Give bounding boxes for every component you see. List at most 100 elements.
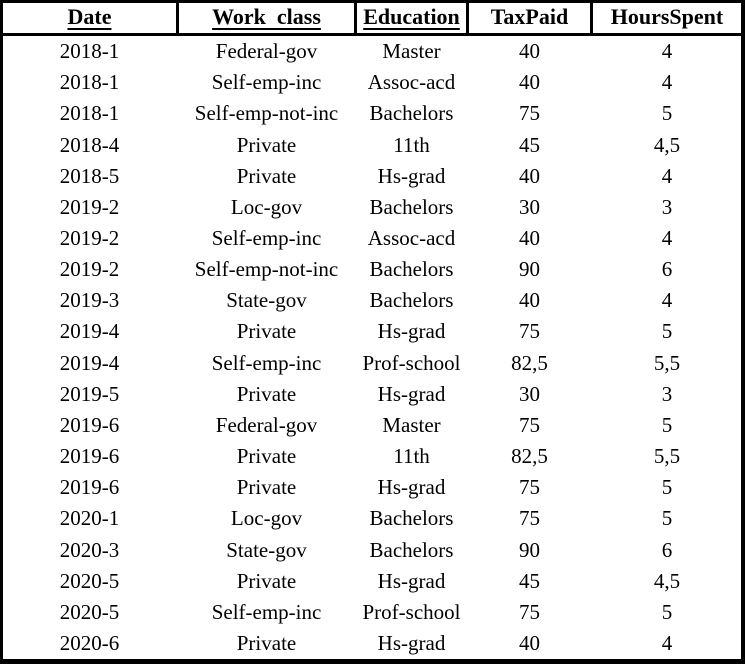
cell-taxpaid: 40 [519, 70, 540, 95]
table-row: 2018-1 Self-emp-not-inc Bachelors 75 5 [3, 98, 741, 129]
cell-education: Assoc-acd [367, 70, 456, 95]
cell-date: 2020-6 [59, 631, 120, 656]
cell-education: Bachelors [369, 288, 454, 313]
cell-education: Master [382, 412, 441, 437]
cell-date: 2020-5 [59, 568, 120, 593]
cell-date: 2019-2 [59, 257, 120, 282]
cell-education: Hs-grad [377, 631, 446, 656]
cell-date: 2019-5 [59, 381, 120, 406]
cell-date: 2018-4 [59, 132, 120, 157]
table-row: 2020-3 State-gov Bachelors 90 6 [3, 535, 741, 566]
cell-education: Bachelors [369, 257, 454, 282]
cell-education: Hs-grad [377, 163, 446, 188]
cell-date: 2020-3 [59, 537, 120, 562]
cell-education: Hs-grad [377, 381, 446, 406]
cell-hoursspent: 6 [661, 257, 673, 282]
cell-taxpaid: 40 [519, 163, 540, 188]
header-label-hoursspent: HoursSpent [610, 4, 724, 29]
cell-taxpaid: 90 [519, 537, 540, 562]
cell-work-class: Private [236, 631, 297, 656]
table-row: 2018-1 Self-emp-inc Assoc-acd 40 4 [3, 67, 741, 98]
cell-date: 2019-4 [59, 350, 120, 375]
cell-taxpaid: 75 [519, 599, 540, 624]
cell-date: 2018-1 [59, 39, 120, 64]
cell-taxpaid: 90 [519, 257, 540, 282]
cell-work-class: Loc-gov [230, 194, 303, 219]
header-label-education: Education [363, 4, 460, 29]
header-cell-hoursspent: HoursSpent [593, 3, 741, 33]
cell-taxpaid: 75 [519, 506, 540, 531]
cell-hoursspent: 5,5 [653, 350, 681, 375]
cell-education: Assoc-acd [367, 226, 456, 251]
cell-education: Bachelors [369, 537, 454, 562]
table-row: 2019-4 Private Hs-grad 75 5 [3, 316, 741, 347]
cell-hoursspent: 6 [661, 537, 673, 562]
table-row: 2019-2 Loc-gov Bachelors 30 3 [3, 192, 741, 223]
table-row: 2020-5 Private Hs-grad 45 4,5 [3, 566, 741, 597]
cell-education: 11th [393, 132, 430, 157]
cell-date: 2019-3 [59, 288, 120, 313]
cell-education: Prof-school [362, 350, 461, 375]
header-cell-work-class: Work class [179, 3, 357, 33]
cell-work-class: Private [236, 319, 297, 344]
cell-work-class: Private [236, 163, 297, 188]
cell-education: Master [382, 39, 441, 64]
cell-work-class: Self-emp-inc [211, 599, 322, 624]
cell-education: Bachelors [369, 101, 454, 126]
header-label-taxpaid: TaxPaid [490, 4, 569, 29]
cell-date: 2019-6 [59, 412, 120, 437]
cell-taxpaid: 40 [519, 226, 540, 251]
cell-work-class: Federal-gov [215, 39, 318, 64]
cell-date: 2019-2 [59, 226, 120, 251]
header-cell-education: Education [357, 3, 469, 33]
cell-work-class: Private [236, 475, 297, 500]
table-body: 2018-1 Federal-gov Master 40 4 2018-1 Se… [3, 36, 741, 659]
cell-taxpaid: 45 [519, 132, 540, 157]
table-row: 2019-5 Private Hs-grad 30 3 [3, 379, 741, 410]
table-row: 2019-2 Self-emp-not-inc Bachelors 90 6 [3, 254, 741, 285]
cell-hoursspent: 5,5 [653, 444, 681, 469]
cell-education: Hs-grad [377, 568, 446, 593]
cell-hoursspent: 4 [661, 288, 673, 313]
cell-work-class: Self-emp-not-inc [194, 101, 339, 126]
header-label-work-class: Work class [212, 4, 321, 29]
cell-date: 2019-4 [59, 319, 120, 344]
table-row: 2019-4 Self-emp-inc Prof-school 82,5 5,5 [3, 348, 741, 379]
cell-work-class: State-gov [226, 537, 307, 562]
cell-date: 2018-1 [59, 101, 120, 126]
table-row: 2018-1 Federal-gov Master 40 4 [3, 36, 741, 67]
cell-date: 2019-6 [59, 444, 120, 469]
cell-hoursspent: 4 [661, 70, 673, 95]
table-row: 2020-5 Self-emp-inc Prof-school 75 5 [3, 597, 741, 628]
table-row: 2019-3 State-gov Bachelors 40 4 [3, 285, 741, 316]
cell-work-class: Loc-gov [230, 506, 303, 531]
cell-work-class: Self-emp-inc [211, 350, 322, 375]
cell-taxpaid: 82,5 [511, 350, 548, 375]
header-cell-date: Date [3, 3, 179, 33]
cell-hoursspent: 5 [661, 475, 673, 500]
table-row: 2019-6 Private Hs-grad 75 5 [3, 472, 741, 503]
cell-date: 2019-2 [59, 194, 120, 219]
header-cell-taxpaid: TaxPaid [469, 3, 593, 33]
cell-hoursspent: 4 [661, 226, 673, 251]
cell-education: Prof-school [362, 599, 461, 624]
cell-taxpaid: 40 [519, 631, 540, 656]
cell-taxpaid: 75 [519, 412, 540, 437]
cell-work-class: Private [236, 568, 297, 593]
table-row: 2020-1 Loc-gov Bachelors 75 5 [3, 503, 741, 534]
cell-taxpaid: 75 [519, 475, 540, 500]
cell-work-class: Private [236, 381, 297, 406]
cell-taxpaid: 45 [519, 568, 540, 593]
header-label-date: Date [67, 4, 112, 29]
table-row: 2019-2 Self-emp-inc Assoc-acd 40 4 [3, 223, 741, 254]
cell-hoursspent: 4 [661, 631, 673, 656]
cell-taxpaid: 75 [519, 319, 540, 344]
cell-hoursspent: 5 [661, 506, 673, 531]
cell-hoursspent: 5 [661, 412, 673, 437]
cell-taxpaid: 82,5 [511, 444, 548, 469]
cell-hoursspent: 4,5 [653, 132, 681, 157]
cell-work-class: Private [236, 132, 297, 157]
cell-work-class: Self-emp-not-inc [194, 257, 339, 282]
cell-date: 2018-5 [59, 163, 120, 188]
